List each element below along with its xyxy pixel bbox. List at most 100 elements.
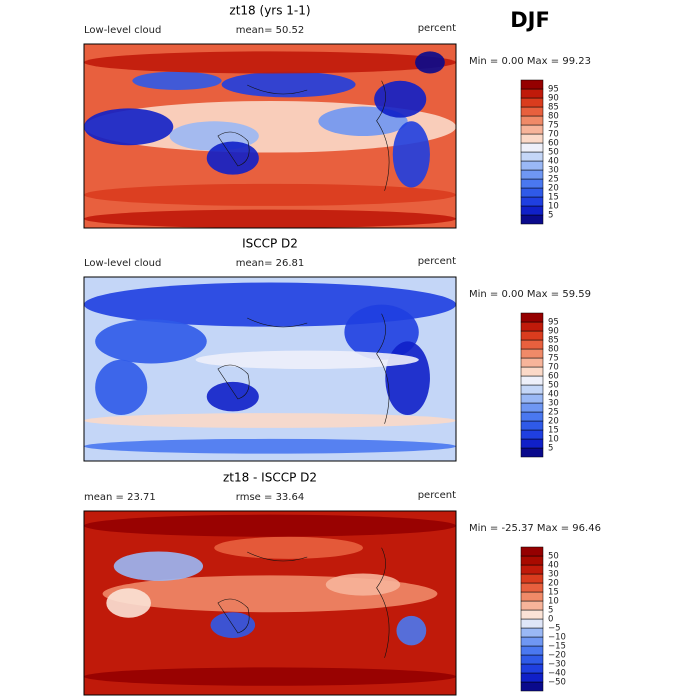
colorbar-label: 10 xyxy=(548,597,559,607)
colorbar-label: 20 xyxy=(548,579,559,589)
colorbar-label: 15 xyxy=(548,193,559,203)
map-region xyxy=(84,667,456,686)
colorbar-box xyxy=(520,205,544,216)
mean-label: rmse = 33.64 xyxy=(236,492,304,503)
colorbar-box xyxy=(520,447,544,458)
colorbar-box xyxy=(520,555,544,566)
panel-title: zt18 (yrs 1-1) xyxy=(229,4,310,18)
colorbar-box xyxy=(520,411,544,422)
colorbar-label: −50 xyxy=(548,678,566,688)
map-frame xyxy=(83,43,457,229)
colorbar-label: 90 xyxy=(548,94,559,104)
colorbar-box xyxy=(520,339,544,350)
colorbar-label: 85 xyxy=(548,336,559,346)
colorbar-label: 75 xyxy=(548,121,559,131)
colorbar-label: 30 xyxy=(548,399,559,409)
map-region xyxy=(415,51,445,74)
colorbar-box xyxy=(520,97,544,108)
colorbar-box xyxy=(520,591,544,602)
map-region xyxy=(221,71,356,98)
colorbar-box xyxy=(520,618,544,629)
colorbar-box xyxy=(520,178,544,189)
left-label: mean = 23.71 xyxy=(84,492,156,503)
colorbar-box xyxy=(520,384,544,395)
colorbar-label: 85 xyxy=(548,103,559,113)
map-region xyxy=(374,80,427,118)
mean-label: mean= 26.81 xyxy=(236,258,305,269)
colorbar-box xyxy=(520,600,544,611)
map-region xyxy=(325,573,401,596)
map-frame xyxy=(83,510,457,696)
colorbar-box xyxy=(520,133,544,144)
colorbar-label: −20 xyxy=(548,651,566,661)
colorbar-box xyxy=(520,627,544,638)
colorbar-box xyxy=(520,564,544,575)
left-label: Low-level cloud xyxy=(84,25,161,36)
colorbar-box xyxy=(520,429,544,440)
colorbar-label: 25 xyxy=(548,175,559,185)
map xyxy=(84,44,456,228)
colorbar-label: 15 xyxy=(548,588,559,598)
colorbar-box xyxy=(520,366,544,377)
colorbar-box xyxy=(520,681,544,692)
map-region xyxy=(392,121,430,188)
season-label: DJF xyxy=(510,8,550,32)
colorbar-box xyxy=(520,214,544,225)
colorbar-label: 75 xyxy=(548,354,559,364)
map-region xyxy=(95,319,207,364)
colorbar-box xyxy=(520,393,544,404)
colorbar-box xyxy=(520,348,544,359)
colorbar-label: 0 xyxy=(548,615,553,625)
colorbar-box xyxy=(520,106,544,117)
colorbar-box xyxy=(520,375,544,386)
colorbar-label: 70 xyxy=(548,363,559,373)
colorbar-label: 40 xyxy=(548,390,559,400)
colorbar-box xyxy=(520,115,544,126)
map-region xyxy=(84,183,456,206)
colorbar-box xyxy=(520,124,544,135)
unit-label: percent xyxy=(418,23,456,34)
unit-label: percent xyxy=(418,490,456,501)
colorbar-label: 50 xyxy=(548,552,559,562)
colorbar-label: 80 xyxy=(548,112,559,122)
map-region xyxy=(132,71,222,91)
mean-label: mean= 50.52 xyxy=(236,25,305,36)
coastline xyxy=(217,547,390,658)
map xyxy=(84,511,456,695)
colorbar-label: 60 xyxy=(548,139,559,149)
colorbar-box xyxy=(520,312,544,323)
colorbar-label: 15 xyxy=(548,426,559,436)
colorbar-box xyxy=(520,672,544,683)
map-region xyxy=(113,551,204,581)
colorbar-label: 40 xyxy=(548,157,559,167)
map-region xyxy=(385,341,430,416)
range-label: Min = -25.37 Max = 96.46 xyxy=(469,523,601,534)
colorbar-box xyxy=(520,79,544,90)
map-region xyxy=(95,359,148,415)
panel-title: ISCCP D2 xyxy=(242,237,298,251)
colorbar-box xyxy=(520,402,544,413)
colorbar-label: −40 xyxy=(548,669,566,679)
map-region xyxy=(214,536,363,559)
colorbar-box xyxy=(520,169,544,180)
colorbar-label: 5 xyxy=(548,606,553,616)
map-region xyxy=(84,51,456,74)
colorbar-label: 80 xyxy=(548,345,559,355)
colorbar-label: 30 xyxy=(548,166,559,176)
range-label: Min = 0.00 Max = 99.23 xyxy=(469,56,591,67)
colorbar-label: −10 xyxy=(548,633,566,643)
coastline xyxy=(217,313,390,424)
colorbar-label: 5 xyxy=(548,211,553,221)
colorbar-label: 10 xyxy=(548,202,559,212)
map-region xyxy=(84,438,456,454)
colorbar-box xyxy=(520,160,544,171)
colorbar-label: 10 xyxy=(548,435,559,445)
panel-title: zt18 - ISCCP D2 xyxy=(223,471,317,485)
map-region xyxy=(195,350,419,369)
colorbar-box xyxy=(520,636,544,647)
colorbar-label: 90 xyxy=(548,327,559,337)
colorbar-label: 95 xyxy=(548,318,559,328)
colorbar-label: 25 xyxy=(548,408,559,418)
colorbar-label: 70 xyxy=(548,130,559,140)
